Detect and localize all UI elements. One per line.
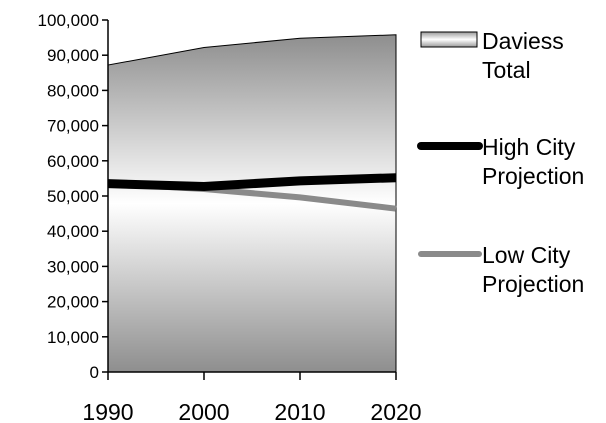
- y-tick-label: 70,000: [47, 117, 99, 136]
- legend-label-high-line-2: Projection: [482, 163, 584, 189]
- x-axis: 1990 2000 2010 2020: [82, 371, 422, 423]
- y-tick-label: 10,000: [47, 328, 99, 347]
- y-tick-label: 20,000: [47, 293, 99, 312]
- x-tick-label: 2020: [370, 399, 421, 423]
- legend-label-high-city-projection: High City Projection: [482, 134, 584, 189]
- y-tick-label: 100,000: [38, 11, 99, 30]
- legend-label-high-line-1: High City: [482, 134, 576, 160]
- y-tick-label: 40,000: [47, 222, 99, 241]
- legend-label-daviess-total: Daviess Total: [482, 28, 570, 83]
- legend-item-daviess-total: Daviess Total: [420, 28, 570, 83]
- y-tick-label: 30,000: [47, 257, 99, 276]
- legend-swatch-daviess-total: [420, 31, 478, 48]
- x-tick-label: 2000: [178, 399, 229, 423]
- legend: Daviess Total High City Projection Low C…: [417, 28, 584, 297]
- legend-label-low-line-2: Projection: [482, 271, 584, 297]
- y-tick-label: 90,000: [47, 46, 99, 65]
- legend-item-high-city-projection: High City Projection: [417, 134, 584, 189]
- y-tick-label: 50,000: [47, 187, 99, 206]
- y-tick-label: 60,000: [47, 152, 99, 171]
- y-axis: 0 10,000 20,000 30,000 40,000 50,000 60,000 70,…: [38, 11, 109, 382]
- legend-item-low-city-projection: Low City Projection: [418, 242, 584, 297]
- x-tick-label: 1990: [82, 399, 133, 423]
- y-tick-label: 0: [90, 363, 99, 382]
- high-city-projection-line: [107, 173, 397, 191]
- x-tick-label: 2010: [274, 399, 325, 423]
- legend-label-low-line-1: Low City: [482, 242, 571, 268]
- legend-label-daviess-line-2: Total: [482, 57, 531, 83]
- y-tick-label: 80,000: [47, 81, 99, 100]
- plot-area: [107, 34, 397, 373]
- legend-label-daviess-line-1: Daviess: [482, 28, 564, 54]
- legend-label-low-city-projection: Low City Projection: [482, 242, 584, 297]
